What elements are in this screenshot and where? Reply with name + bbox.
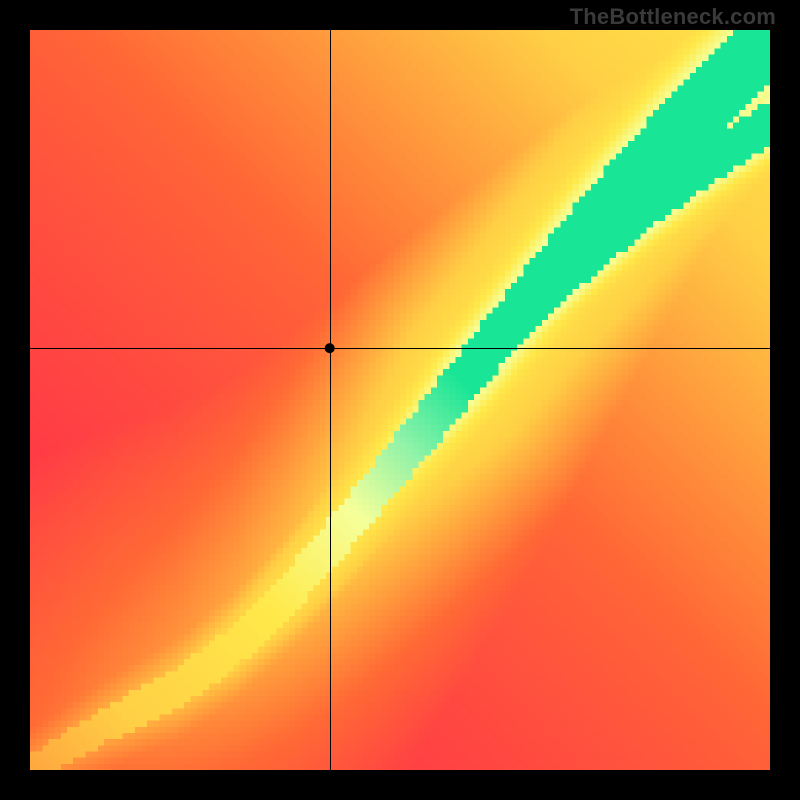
chart-container: TheBottleneck.com — [0, 0, 800, 800]
overlay-canvas — [30, 30, 770, 770]
watermark-text: TheBottleneck.com — [570, 4, 776, 30]
